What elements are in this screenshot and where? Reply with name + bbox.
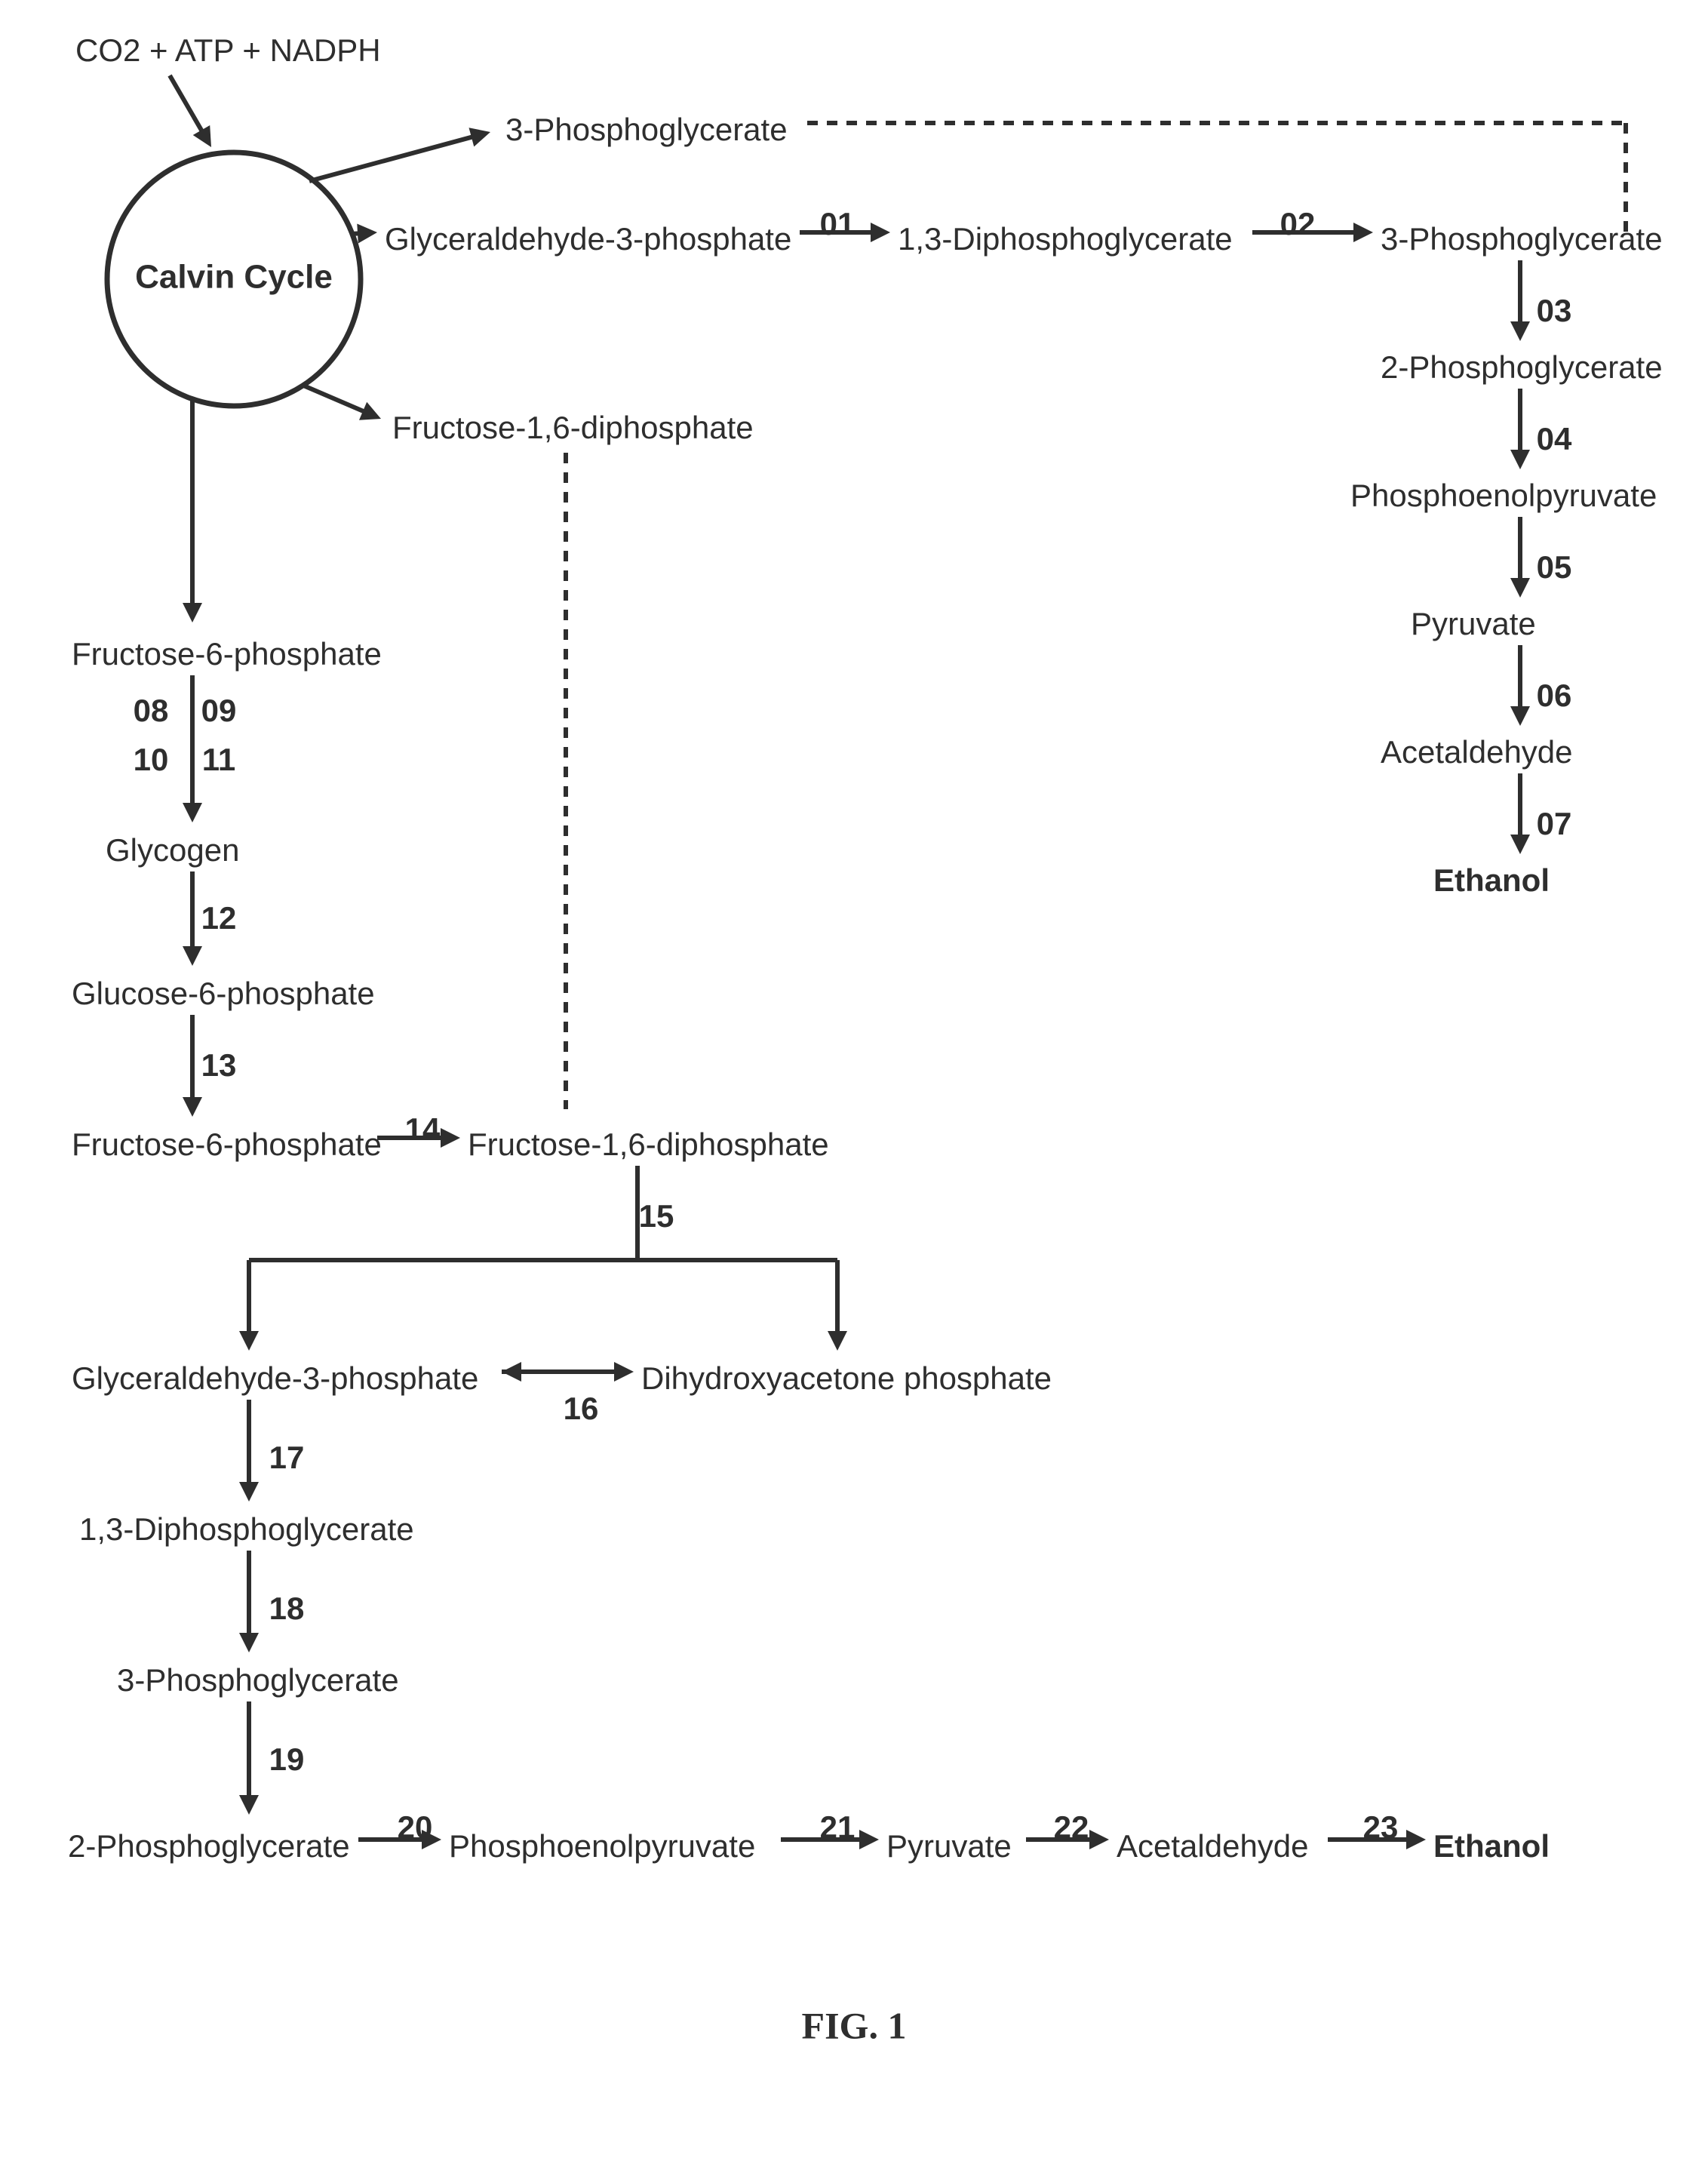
step-19: 19 [269, 1741, 305, 1777]
step-23: 23 [1363, 1809, 1399, 1845]
node-g3p_mid: Glyceraldehyde-3-phosphate [72, 1360, 478, 1396]
step-06: 06 [1537, 678, 1572, 713]
node-co2: CO2 + ATP + NADPH [75, 32, 381, 68]
node-f16dp_mid: Fructose-1,6-diphosphate [468, 1127, 829, 1162]
step-03: 03 [1537, 293, 1572, 328]
node-pg2_r: 2-Phosphoglycerate [1381, 349, 1663, 385]
step-16: 16 [564, 1391, 599, 1426]
node-pg3_r: 3-Phosphoglycerate [1381, 221, 1663, 257]
node-dhap: Dihydroxyacetone phosphate [641, 1360, 1052, 1396]
node-pg2_mid: 2-Phosphoglycerate [68, 1828, 350, 1864]
node-dpg13_mid: 1,3-Diphosphoglycerate [79, 1511, 414, 1547]
node-pg3_top: 3-Phosphoglycerate [505, 112, 788, 147]
step-13: 13 [201, 1047, 237, 1083]
node-f6p_left: Fructose-6-phosphate [72, 636, 382, 672]
step-22: 22 [1054, 1809, 1089, 1845]
calvin-cycle-label: Calvin Cycle [135, 259, 333, 296]
node-pep_r: Phosphoenolpyruvate [1350, 478, 1657, 513]
node-dpg13_top: 1,3-Diphosphoglycerate [898, 221, 1233, 257]
node-g6p: Glucose-6-phosphate [72, 976, 375, 1011]
node-eth_mid: Ethanol [1433, 1828, 1550, 1864]
node-pyr_mid: Pyruvate [886, 1828, 1012, 1864]
figure-label: FIG. 1 [802, 2004, 907, 2046]
node-glycogen: Glycogen [106, 832, 239, 868]
node-f6p_mid: Fructose-6-phosphate [72, 1127, 382, 1162]
step-10: 10 [134, 742, 169, 777]
node-g3p_top: Glyceraldehyde-3-phosphate [385, 221, 791, 257]
node-acet_r: Acetaldehyde [1381, 734, 1573, 770]
step-08: 08 [134, 693, 169, 728]
step-07: 07 [1537, 806, 1572, 841]
step-12: 12 [201, 900, 237, 936]
node-acet_mid: Acetaldehyde [1117, 1828, 1309, 1864]
node-pep_mid: Phosphoenolpyruvate [449, 1828, 755, 1864]
node-f16dp_top: Fructose-1,6-diphosphate [392, 410, 754, 445]
step-17: 17 [269, 1440, 305, 1475]
step-09: 09 [201, 693, 237, 728]
step-01: 01 [820, 206, 856, 241]
step-11: 11 [202, 742, 235, 777]
node-eth_r: Ethanol [1433, 862, 1550, 898]
node-pyr_r: Pyruvate [1411, 606, 1536, 641]
step-02: 02 [1280, 206, 1316, 241]
step-20: 20 [398, 1809, 433, 1845]
step-05: 05 [1537, 549, 1572, 585]
node-pg3_mid: 3-Phosphoglycerate [117, 1662, 399, 1698]
step-15: 15 [639, 1198, 674, 1234]
step-18: 18 [269, 1591, 305, 1626]
step-04: 04 [1537, 421, 1572, 456]
step-14: 14 [405, 1111, 441, 1147]
step-21: 21 [820, 1809, 856, 1845]
